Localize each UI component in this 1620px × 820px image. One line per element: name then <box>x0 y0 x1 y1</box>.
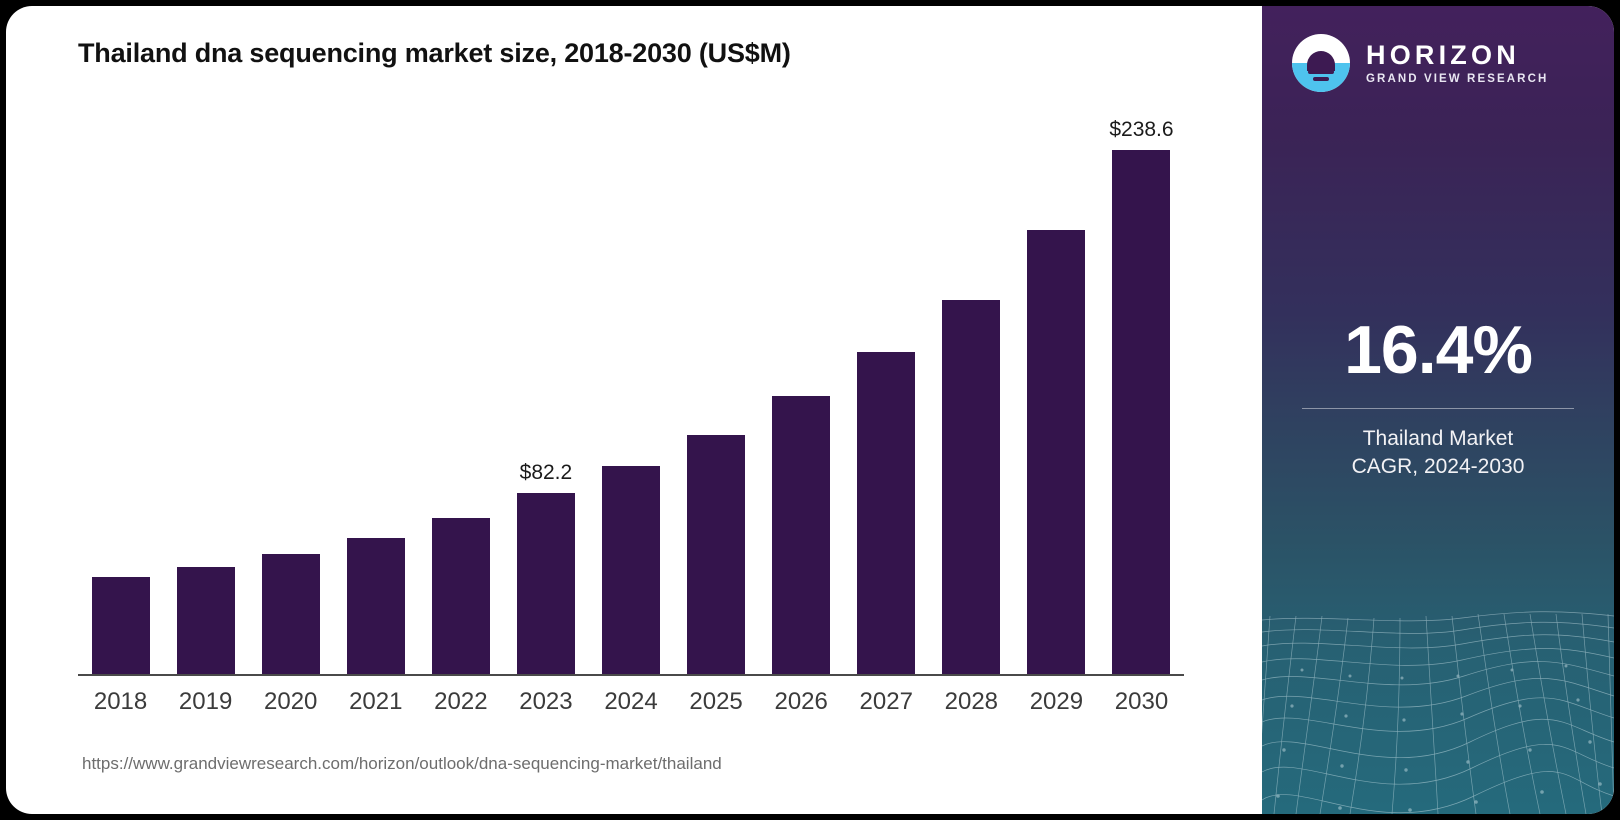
logo: HORIZON GRAND VIEW RESEARCH <box>1292 34 1548 92</box>
bar[interactable] <box>687 435 746 674</box>
bar-value-label: $82.2 <box>519 461 573 484</box>
cagr-value: 16.4% <box>1344 312 1533 388</box>
x-axis-tick-label: 2029 <box>1029 688 1084 715</box>
bar[interactable] <box>261 554 320 674</box>
horizon-sun-circle-icon <box>1292 34 1350 92</box>
cagr-caption: Thailand Market CAGR, 2024-2030 <box>1262 425 1614 481</box>
x-axis-tick-label: 2024 <box>604 688 658 715</box>
bar[interactable] <box>772 396 831 674</box>
x-axis-tick-label: 2027 <box>859 688 913 715</box>
bar-slot <box>844 112 929 674</box>
bar-slot <box>333 112 418 674</box>
page-title: Thailand dna sequencing market size, 201… <box>78 38 791 68</box>
bar[interactable] <box>602 466 660 674</box>
logo-tagline: GRAND VIEW RESEARCH <box>1366 72 1549 85</box>
x-axis-tick-label: 2021 <box>349 688 403 715</box>
x-axis-tick-label: 2023 <box>519 688 573 715</box>
x-axis-tick-label: 2028 <box>944 688 999 715</box>
bar-series: $82.2 $238.6 <box>78 112 1184 674</box>
x-axis-tick-label: 2018 <box>93 688 148 715</box>
bar-slot <box>588 112 673 674</box>
bar-slot: $82.2 <box>503 112 588 674</box>
bar-slot <box>1014 112 1099 674</box>
bar-slot <box>418 112 503 674</box>
bar[interactable] <box>1112 150 1171 674</box>
bar-slot <box>78 112 163 674</box>
bar[interactable] <box>346 538 405 674</box>
x-axis-line <box>78 674 1184 676</box>
chart-card: Thailand dna sequencing market size, 201… <box>6 6 1614 814</box>
bar-slot: $238.6 <box>1099 112 1184 674</box>
logo-line-upper <box>1308 69 1334 74</box>
chart-region: Thailand dna sequencing market size, 201… <box>6 6 1256 814</box>
x-axis-tick-labels: 2018 2019 2020 2021 2022 2023 2024 2025 2026 2027… <box>78 688 1184 716</box>
logo-dome-shape <box>1307 51 1335 72</box>
x-axis-tick-label: 2025 <box>689 688 743 715</box>
divider <box>1302 408 1574 409</box>
x-axis-tick-label: 2020 <box>264 688 318 715</box>
x-axis-tick-label: 2022 <box>434 688 488 715</box>
wireframe-terrain-graphic <box>1262 611 1614 814</box>
bar[interactable] <box>516 493 575 674</box>
cagr-caption-line2: CAGR, 2024-2030 <box>1351 455 1525 479</box>
x-axis-tick-label: 2026 <box>774 688 828 715</box>
bar[interactable] <box>431 518 490 674</box>
logo-line-lower <box>1313 76 1329 81</box>
bar-slot <box>759 112 844 674</box>
brand-sidebar: HORIZON GRAND VIEW RESEARCH 16.4% Thaila… <box>1262 6 1614 814</box>
logo-text: HORIZON GRAND VIEW RESEARCH <box>1366 40 1549 85</box>
bar[interactable] <box>91 577 150 674</box>
bar[interactable] <box>176 567 235 674</box>
bar-value-label: $238.6 <box>1109 118 1174 141</box>
bar-slot <box>248 112 333 674</box>
bar[interactable] <box>942 300 1001 674</box>
source-url[interactable]: https://www.grandviewresearch.com/horizo… <box>82 754 722 773</box>
logo-wordmark: HORIZON <box>1366 40 1520 71</box>
cagr-caption-line1: Thailand Market <box>1362 427 1514 450</box>
x-axis-tick-label: 2030 <box>1114 688 1169 715</box>
bar-slot <box>674 112 759 674</box>
bar-slot <box>929 112 1014 674</box>
bar[interactable] <box>1027 230 1086 674</box>
cagr-block: 16.4% Thailand Market CAGR, 2024-2030 <box>1262 316 1614 481</box>
bar-slot <box>163 112 248 674</box>
bar[interactable] <box>857 352 916 674</box>
x-axis-tick-label: 2019 <box>178 688 233 715</box>
